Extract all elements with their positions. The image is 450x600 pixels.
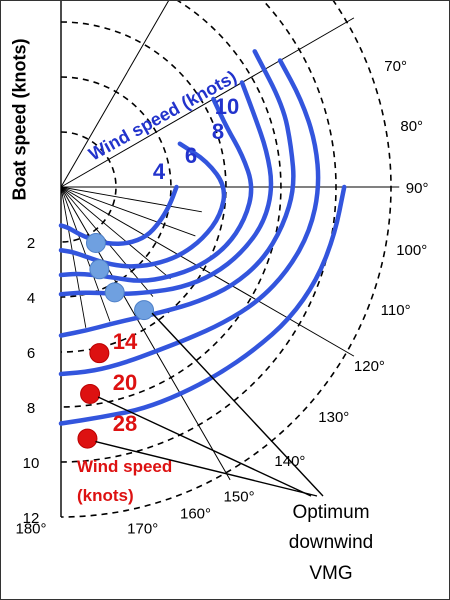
annotation-arrow [95, 440, 318, 497]
series-curve-20 [58, 58, 321, 377]
angle-label: 160° [180, 506, 211, 523]
annotation-arrow [151, 312, 324, 497]
angle-label: 150° [224, 488, 255, 505]
annotation-line1: Optimum [292, 502, 369, 523]
grid-spoke-short [60, 186, 196, 237]
optimum-vmg-marker [104, 282, 125, 303]
angle-label: 180° [15, 521, 46, 538]
optimum-vmg-marker [89, 343, 110, 364]
series-curve-6 [58, 141, 227, 269]
series-label-14: 14 [113, 329, 138, 354]
series-curve-4 [58, 184, 179, 246]
grid-spoke-short [60, 186, 202, 213]
annotation-line3: VMG [309, 563, 352, 584]
optimum-vmg-marker [80, 383, 101, 404]
angle-label: 120° [354, 358, 385, 375]
series-label-20: 20 [113, 370, 137, 395]
radial-tick-label: 8 [27, 400, 35, 417]
radial-tick-label: 10 [23, 455, 40, 472]
series-curve-28 [58, 184, 347, 426]
angle-label: 110° [381, 302, 411, 319]
optimum-vmg-marker [134, 300, 155, 321]
optimum-vmg-marker [85, 232, 106, 253]
series-label-4: 4 [153, 159, 166, 184]
annotation-line2: downwind [289, 532, 374, 553]
grid-circle [60, 21, 227, 353]
series-label-6: 6 [185, 143, 197, 168]
angle-label: 90° [406, 180, 429, 197]
angle-label: 100° [396, 242, 427, 259]
angle-label: 130° [318, 409, 349, 426]
optimum-vmg-marker [77, 428, 98, 449]
wind-speed-title-bottom-line2: (knots) [77, 486, 134, 505]
series-curve-14 [58, 49, 296, 338]
radial-tick-label: 4 [27, 290, 35, 307]
series-label-8: 8 [212, 119, 224, 144]
series-label-28: 28 [113, 411, 137, 436]
annotation-arrow [97, 396, 312, 497]
angle-label: 80° [400, 118, 423, 135]
angle-label: 70° [384, 58, 407, 75]
series-label-10: 10 [215, 94, 239, 119]
radial-tick-label: 2 [27, 235, 35, 252]
angle-label: 170° [127, 521, 158, 538]
grid-spoke [60, 1, 169, 188]
grid-spoke [60, 186, 355, 357]
optimum-vmg-marker [89, 259, 110, 280]
grid-circle [60, 1, 337, 463]
radial-tick-label: 12 [23, 510, 40, 527]
radial-tick-label: 6 [27, 345, 35, 362]
grid-spoke-short [60, 186, 87, 328]
grid-spoke [60, 17, 355, 188]
wind-speed-title-bottom-line1: Wind speed [77, 457, 172, 476]
